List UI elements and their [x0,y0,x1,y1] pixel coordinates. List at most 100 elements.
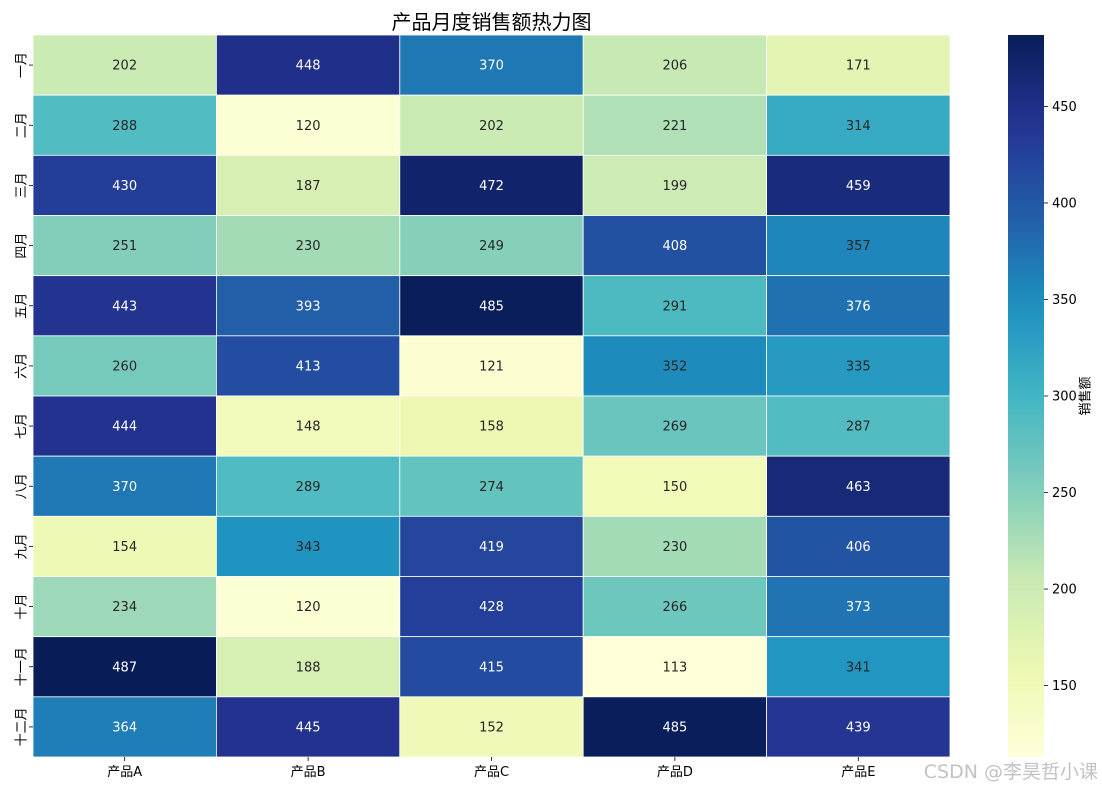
heatmap-cell [399,94,584,156]
heatmap-cell [582,395,768,457]
cell-value-label: 352 [662,359,687,374]
row-label: 八月 [15,473,30,499]
row-label: 九月 [15,533,30,559]
heatmap-cell [32,696,217,758]
heatmap-cell [766,275,951,337]
cell-value-label: 370 [479,59,504,74]
cell-value-label: 148 [296,420,321,435]
cell-value-label: 419 [479,540,504,555]
cell-value-label: 269 [662,420,687,435]
cell-value-label: 376 [846,299,871,314]
cell-value-label: 485 [662,720,687,735]
heatmap-cell [582,94,768,156]
cell-value-label: 343 [296,540,321,555]
cell-value-label: 121 [479,359,504,374]
cell-value-label: 251 [112,239,137,254]
chart-title: 产品月度销售额热力图 [391,10,592,34]
heatmap-cell [582,636,768,698]
heatmap-cell [215,515,401,577]
heatmap-cell [215,215,401,277]
heatmap-cell [399,275,584,337]
cell-value-label: 357 [846,239,871,254]
cell-value-label: 120 [296,600,321,615]
row-label: 五月 [15,293,30,319]
row-label: 六月 [15,353,30,379]
colorbar-tick-label: 300 [1052,390,1077,405]
cell-value-label: 230 [662,540,687,555]
cell-value-label: 463 [846,480,871,495]
cell-value-label: 341 [846,660,871,675]
colorbar-tick-label: 350 [1052,293,1077,308]
heatmap-cell [766,335,951,397]
cell-value-label: 443 [112,299,137,314]
cell-value-label: 113 [662,660,687,675]
row-label: 三月 [15,172,30,198]
heatmap-cell [215,94,401,156]
cell-value-label: 335 [846,359,871,374]
cell-value-label: 171 [846,59,871,74]
cell-value-label: 430 [112,179,137,194]
heatmap-cell [32,636,217,698]
heatmap-cell [399,636,584,698]
row-label: 四月 [15,233,30,259]
cell-value-label: 188 [296,660,321,675]
heatmap-cell [766,94,951,156]
heatmap-cell [582,335,768,397]
heatmap-cell [32,515,217,577]
cell-value-label: 314 [846,119,871,134]
cell-value-label: 393 [296,299,321,314]
row-label: 十一月 [15,647,30,686]
cell-value-label: 260 [112,359,137,374]
heatmap-cell [32,275,217,337]
cell-value-label: 445 [296,720,321,735]
heatmap-cell [399,215,584,277]
heatmap-cell [766,395,951,457]
heatmap-cell [582,696,768,758]
colorbar-label: 销售额 [1078,376,1094,415]
colorbar-layer: 150 200 250 300 350 400 450 销售额 [1008,35,1094,757]
cell-value-label: 413 [296,359,321,374]
heatmap-cell [582,576,768,638]
row-label: 十月 [15,594,30,620]
column-label: 产品D [657,765,693,780]
cell-value-label: 274 [479,480,504,495]
row-label: 七月 [15,413,30,439]
colorbar-tick-label: 250 [1052,486,1077,501]
cell-value-label: 150 [662,480,687,495]
cell-value-label: 406 [846,540,871,555]
column-label: 产品C [474,765,509,780]
col-labels-layer: 产品A 产品B 产品C 产品D 产品E [107,757,875,780]
cell-value-label: 202 [112,59,137,74]
heatmap-cell [32,335,217,397]
heatmap-cell [766,696,951,758]
heatmap-cell [766,515,951,577]
column-label: 产品E [841,765,875,780]
cell-value-label: 415 [479,660,504,675]
heatmap-cell [766,154,951,216]
cell-value-label: 266 [662,600,687,615]
heatmap-cell [399,154,584,216]
cell-value-label: 234 [112,600,137,615]
cell-value-label: 221 [662,119,687,134]
heatmap-cell [582,455,768,517]
heatmap-cell [32,576,217,638]
heatmap-cell [215,636,401,698]
cell-value-label: 487 [112,660,137,675]
heatmap-cell [399,696,584,758]
heatmap-cell [582,515,768,577]
watermark-text: CSDN @李昊哲小课 [923,761,1098,783]
colorbar-tick-label: 400 [1052,196,1077,211]
cell-value-label: 485 [479,299,504,314]
cell-value-label: 472 [479,179,504,194]
heatmap-cell [766,215,951,277]
row-label: 十二月 [15,707,30,746]
row-label: 一月 [15,52,30,78]
cell-value-label: 199 [662,179,687,194]
cell-value-label: 364 [112,720,137,735]
heatmap-cell [215,275,401,337]
heatmap-cell [32,395,217,457]
heatmap-cell [582,154,768,216]
colorbar-tick-label: 150 [1052,679,1077,694]
